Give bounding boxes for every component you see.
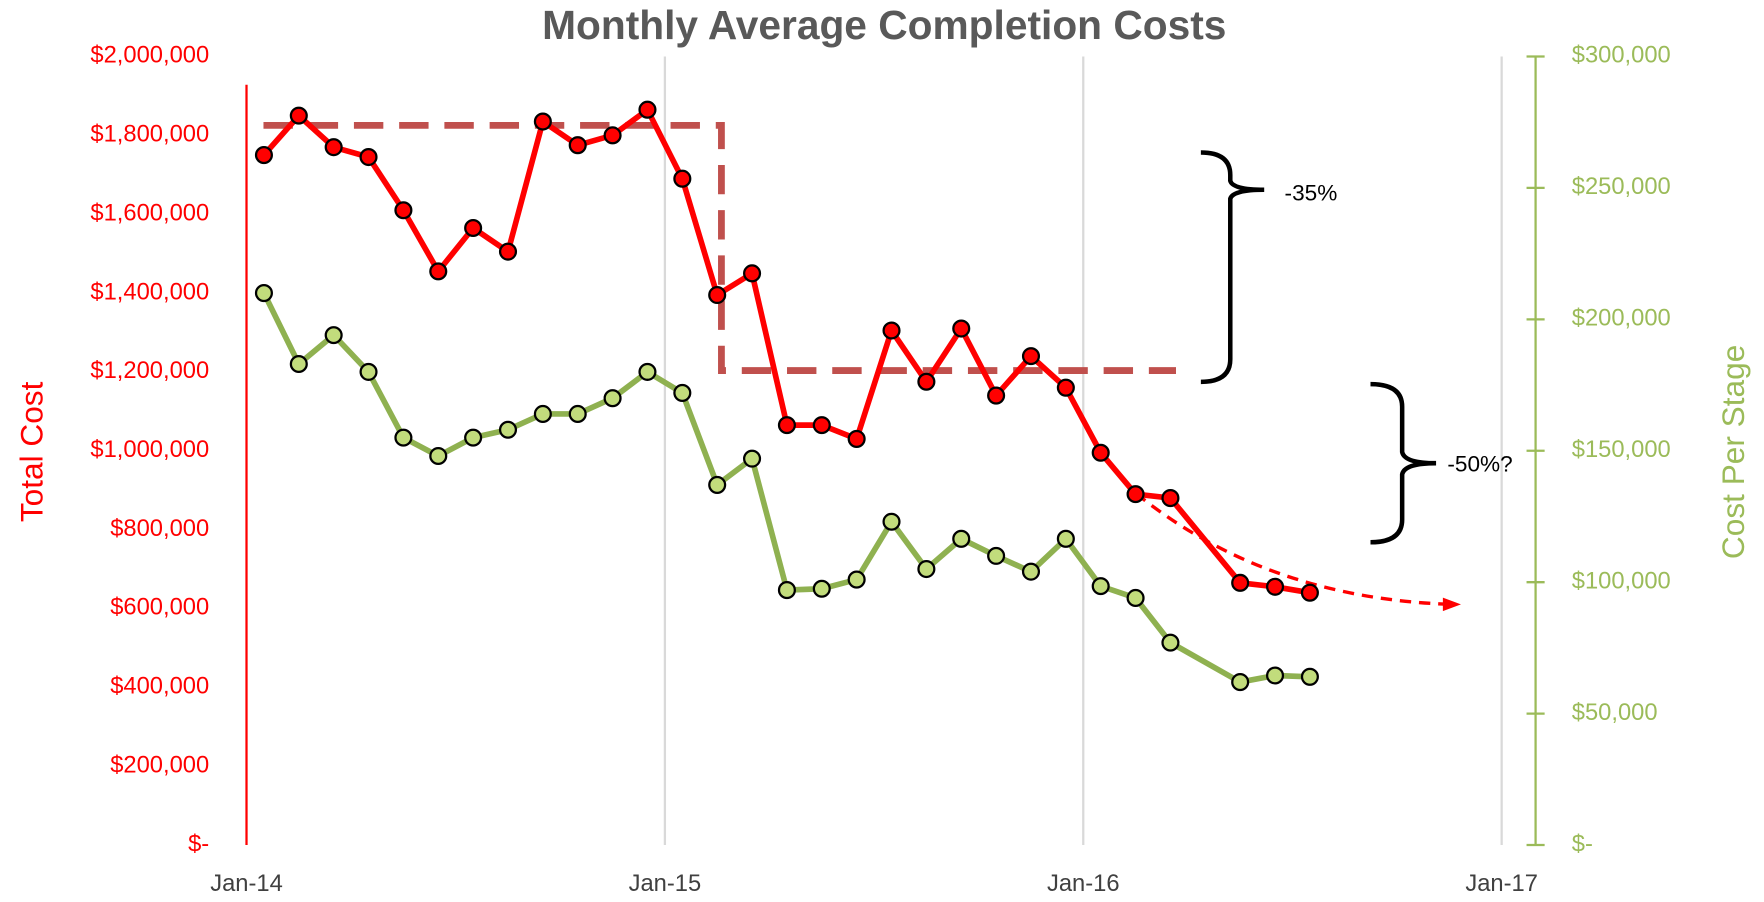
y-tick-label: $1,000,000 xyxy=(90,437,209,463)
point xyxy=(1091,577,1110,596)
point xyxy=(987,386,1006,405)
y2-tick-label: $- xyxy=(1572,831,1593,857)
chart-title: Monthly Average Completion Costs xyxy=(542,2,1226,48)
point xyxy=(638,362,657,381)
point xyxy=(1091,443,1110,462)
point xyxy=(1231,673,1250,692)
point xyxy=(847,570,866,589)
y-tick-label: $2,000,000 xyxy=(90,43,209,69)
y2-tick-label: $150,000 xyxy=(1572,437,1671,463)
point xyxy=(1300,667,1319,686)
point xyxy=(603,126,622,145)
point xyxy=(1300,583,1319,602)
point xyxy=(777,581,796,600)
brace xyxy=(1370,381,1437,545)
point xyxy=(394,201,413,220)
point xyxy=(1231,573,1250,592)
point xyxy=(254,284,273,303)
point xyxy=(568,404,587,423)
point xyxy=(498,420,518,439)
y-tick-label: $1,600,000 xyxy=(90,200,209,226)
point xyxy=(987,546,1006,565)
y-axis-title: Total Cost xyxy=(13,381,49,522)
forecast-arrow xyxy=(1135,492,1454,607)
point xyxy=(952,529,971,548)
point xyxy=(1161,489,1180,508)
point xyxy=(812,416,831,435)
point xyxy=(1126,588,1145,607)
brace xyxy=(1200,150,1265,385)
point xyxy=(603,389,622,408)
point xyxy=(638,100,657,119)
point xyxy=(1161,633,1180,652)
y-tick-label: $200,000 xyxy=(110,752,209,778)
point xyxy=(429,446,448,466)
y2-tick-label: $300,000 xyxy=(1572,43,1671,69)
point xyxy=(708,285,727,305)
point xyxy=(708,475,727,494)
y2-tick-label: $200,000 xyxy=(1572,306,1671,332)
y-tick-label: $- xyxy=(188,831,209,857)
point xyxy=(777,416,796,435)
y-tick-label: $600,000 xyxy=(110,595,209,621)
point xyxy=(1021,562,1041,581)
y2-tick-label: $50,000 xyxy=(1572,700,1658,726)
point xyxy=(568,136,587,155)
point xyxy=(429,262,448,281)
point xyxy=(1021,347,1041,366)
point xyxy=(464,218,483,238)
point xyxy=(1265,577,1285,596)
y2-axis-title: Cost Per Stage xyxy=(1715,345,1751,559)
x-tick-label: Jan-16 xyxy=(1047,871,1120,897)
grid xyxy=(663,56,1503,846)
point xyxy=(254,146,273,165)
x-tick-label: Jan-14 xyxy=(210,871,283,897)
y2-tick-label: $100,000 xyxy=(1572,568,1671,594)
point xyxy=(359,147,378,167)
y-tick-label: $1,400,000 xyxy=(90,279,209,305)
point xyxy=(324,326,343,345)
point xyxy=(1126,485,1145,504)
point xyxy=(464,428,483,447)
point xyxy=(743,264,762,283)
annotation: -35% xyxy=(1285,180,1338,205)
point xyxy=(394,428,413,447)
point xyxy=(812,579,831,598)
point xyxy=(917,560,936,579)
point xyxy=(498,242,518,261)
point xyxy=(289,354,308,374)
point xyxy=(847,429,866,448)
point xyxy=(952,319,971,338)
point xyxy=(533,112,552,131)
point xyxy=(917,372,936,391)
point xyxy=(359,362,378,381)
x-tick-label: Jan-17 xyxy=(1465,871,1538,897)
series-line xyxy=(261,106,1311,596)
average-guide xyxy=(263,122,1176,374)
arrow-head xyxy=(1442,597,1461,612)
point xyxy=(882,321,901,340)
point xyxy=(533,404,552,423)
annotation: -50%? xyxy=(1447,451,1512,476)
point xyxy=(1056,378,1075,397)
point xyxy=(1265,666,1285,685)
point xyxy=(1056,529,1075,548)
series-line xyxy=(261,291,1311,685)
point xyxy=(289,106,308,125)
x-tick-label: Jan-15 xyxy=(629,871,702,897)
point xyxy=(743,449,762,468)
y-tick-label: $800,000 xyxy=(110,516,209,542)
y2-tick-label: $250,000 xyxy=(1572,174,1671,200)
y-tick-label: $1,200,000 xyxy=(90,358,209,384)
y-tick-label: $400,000 xyxy=(110,674,209,700)
point xyxy=(673,169,692,188)
point xyxy=(882,512,901,531)
point xyxy=(324,138,343,157)
reference-box xyxy=(263,122,1176,374)
y-tick-label: $1,800,000 xyxy=(90,122,209,148)
point xyxy=(673,383,692,402)
